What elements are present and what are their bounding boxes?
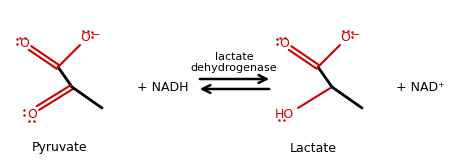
Text: dehydrogenase: dehydrogenase [191,63,277,73]
Text: Lactate: Lactate [290,141,336,155]
Text: + NAD⁺: + NAD⁺ [395,80,444,93]
Text: O: O [27,108,37,120]
Text: O: O [279,36,289,49]
Text: lactate: lactate [215,52,253,62]
Text: O: O [19,36,29,49]
Text: Pyruvate: Pyruvate [32,141,88,155]
Text: O: O [80,31,90,44]
Text: O: O [340,31,350,44]
Text: HO: HO [274,108,294,120]
Text: −: − [91,30,101,40]
Text: + NADH: + NADH [137,80,189,93]
Text: −: − [351,30,361,40]
